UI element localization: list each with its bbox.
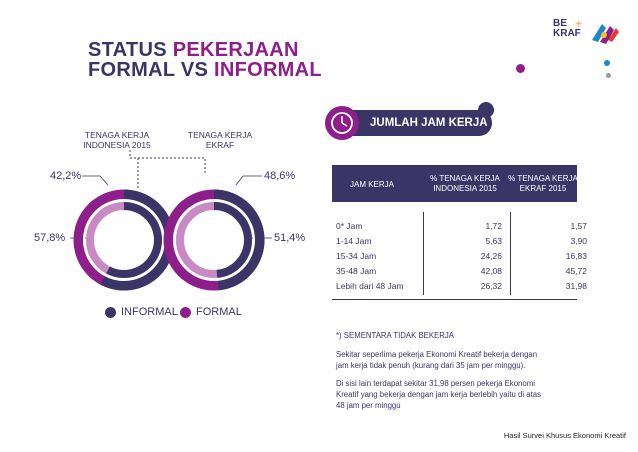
donut-ekraf <box>163 189 265 291</box>
legend-formal: FORMAL <box>180 306 242 318</box>
note-line: Di sisi lain terdapat sekitar 31,98 pers… <box>336 379 535 388</box>
donut-left-title-line: TENAGA KERJA <box>84 130 150 140</box>
table-cell-indo: 42,08 <box>480 266 502 276</box>
th-ekraf: % TENAGA KERJA EKRAF 2015 <box>503 174 583 194</box>
donut-right-title: TENAGA KERJA EKRAF <box>180 130 260 150</box>
table-cell-ekraf: 45,72 <box>565 266 587 276</box>
table-cell-ekraf: 16,83 <box>565 251 587 261</box>
table-row: 1-14 Jam 5,63 3,90 <box>332 236 587 251</box>
note-line: Kreatif yang bekerja dengan jam kerja be… <box>336 390 542 399</box>
title-part-accent: INFORMAL <box>213 59 322 81</box>
table-bottom-rule <box>332 299 577 300</box>
donut-indonesia <box>73 189 175 291</box>
leader-line <box>82 175 109 186</box>
title-connector <box>129 150 206 174</box>
table-divider <box>510 212 511 295</box>
table-header <box>332 165 577 202</box>
th-ekraf-line: EKRAF 2015 <box>519 184 567 193</box>
legend-formal-swatch <box>180 306 191 318</box>
logo-text-line1: BE <box>553 18 567 29</box>
note-paragraph-2: Di sisi lain terdapat sekitar 31,98 pers… <box>336 378 541 411</box>
table-cell-ekraf: 1,57 <box>570 221 587 231</box>
table-cell-ekraf: 31,98 <box>565 281 587 291</box>
title-part: STATUS <box>88 39 173 61</box>
pct-left-informal: 57,8% <box>34 232 66 244</box>
donut-separator <box>173 199 255 281</box>
table-cell-jam: 35-48 Jam <box>336 266 377 276</box>
table-divider <box>423 212 424 295</box>
table-cell-jam: 0* Jam <box>336 221 363 231</box>
logo-star-icon: ✳ <box>575 19 583 29</box>
bekraf-logo: BE KRAF <box>553 19 581 39</box>
table-cell-indo: 26,32 <box>480 281 502 291</box>
th-indonesia-line: INDONESIA 2015 <box>433 184 497 193</box>
decor-dot <box>516 64 525 73</box>
leader-line <box>235 175 262 186</box>
pct-right-informal: 48,6% <box>264 170 296 182</box>
table-cell-indo: 24,26 <box>480 251 502 261</box>
note-line: jam kerja tidak penuh (kurang dari 35 ja… <box>336 361 526 370</box>
note-line: 48 jam per minggu <box>336 401 401 410</box>
donut-left-title: TENAGA KERJA INDONESIA 2015 <box>72 130 162 150</box>
note-paragraph-1: Sekitar seperlima pekerja Ekonomi Kreati… <box>336 349 537 371</box>
donut-slice-informal <box>213 189 265 291</box>
source-note: Hasil Survei Khusus Ekonomi Kreatif <box>503 431 626 440</box>
table-cell-jam: Lebih dari 48 Jam <box>336 281 404 291</box>
table-row: Lebih dari 48 Jam 26,32 31,98 <box>332 281 587 296</box>
legend-informal-label: INFORMAL <box>121 306 178 318</box>
page-title: STATUS PEKERJAAN FORMAL VS INFORMAL <box>88 40 322 80</box>
th-indonesia: % TENAGA KERJA INDONESIA 2015 <box>420 174 510 194</box>
donut-left-title-line: INDONESIA 2015 <box>83 140 151 150</box>
legend-informal: INFORMAL <box>105 306 178 318</box>
th-ekraf-line: % TENAGA KERJA <box>508 174 578 183</box>
ministry-emblem-icon <box>592 24 619 44</box>
donut-separator <box>83 199 165 281</box>
footnote: *) SEMENTARA TIDAK BEKERJA <box>336 331 454 340</box>
th-indonesia-line: % TENAGA KERJA <box>430 174 500 183</box>
table-row: 35-48 Jam 42,08 45,72 <box>332 266 587 281</box>
table-cell-jam: 15-34 Jam <box>336 251 377 261</box>
decor-dot <box>606 73 611 78</box>
donut-right-title-line: EKRAF <box>205 140 235 150</box>
donut-inner-ring-informal <box>106 202 162 278</box>
pct-left-formal: 42,2% <box>50 170 82 182</box>
legend-formal-label: FORMAL <box>196 306 242 318</box>
th-jam-kerja: JAM KERJA <box>349 180 394 189</box>
table-row: 0* Jam 1,72 1,57 <box>332 221 587 236</box>
logo-text-line2: KRAF <box>553 28 581 39</box>
pct-right-formal: 51,4% <box>274 232 306 244</box>
note-line: Sekitar seperlima pekerja Ekonomi Kreati… <box>336 350 538 359</box>
table-cell-ekraf: 3,90 <box>570 236 587 246</box>
table-title-bar <box>338 110 492 136</box>
table-cell-indo: 1,72 <box>485 221 502 231</box>
decor-dot <box>604 60 610 66</box>
table-row: 15-34 Jam 24,26 16,83 <box>332 251 587 266</box>
legend-informal-swatch <box>105 306 116 318</box>
donut-inner-ring-informal <box>213 202 252 278</box>
table-title: JUMLAH JAM KERJA <box>370 117 488 129</box>
table-cell-indo: 5,63 <box>485 236 502 246</box>
donut-right-title-line: TENAGA KERJA <box>187 130 253 140</box>
title-part-accent: PEKERJAAN <box>172 39 299 61</box>
clock-icon <box>325 106 359 140</box>
table-cell-jam: 1-14 Jam <box>336 236 372 246</box>
title-part: FORMAL VS <box>88 59 214 81</box>
